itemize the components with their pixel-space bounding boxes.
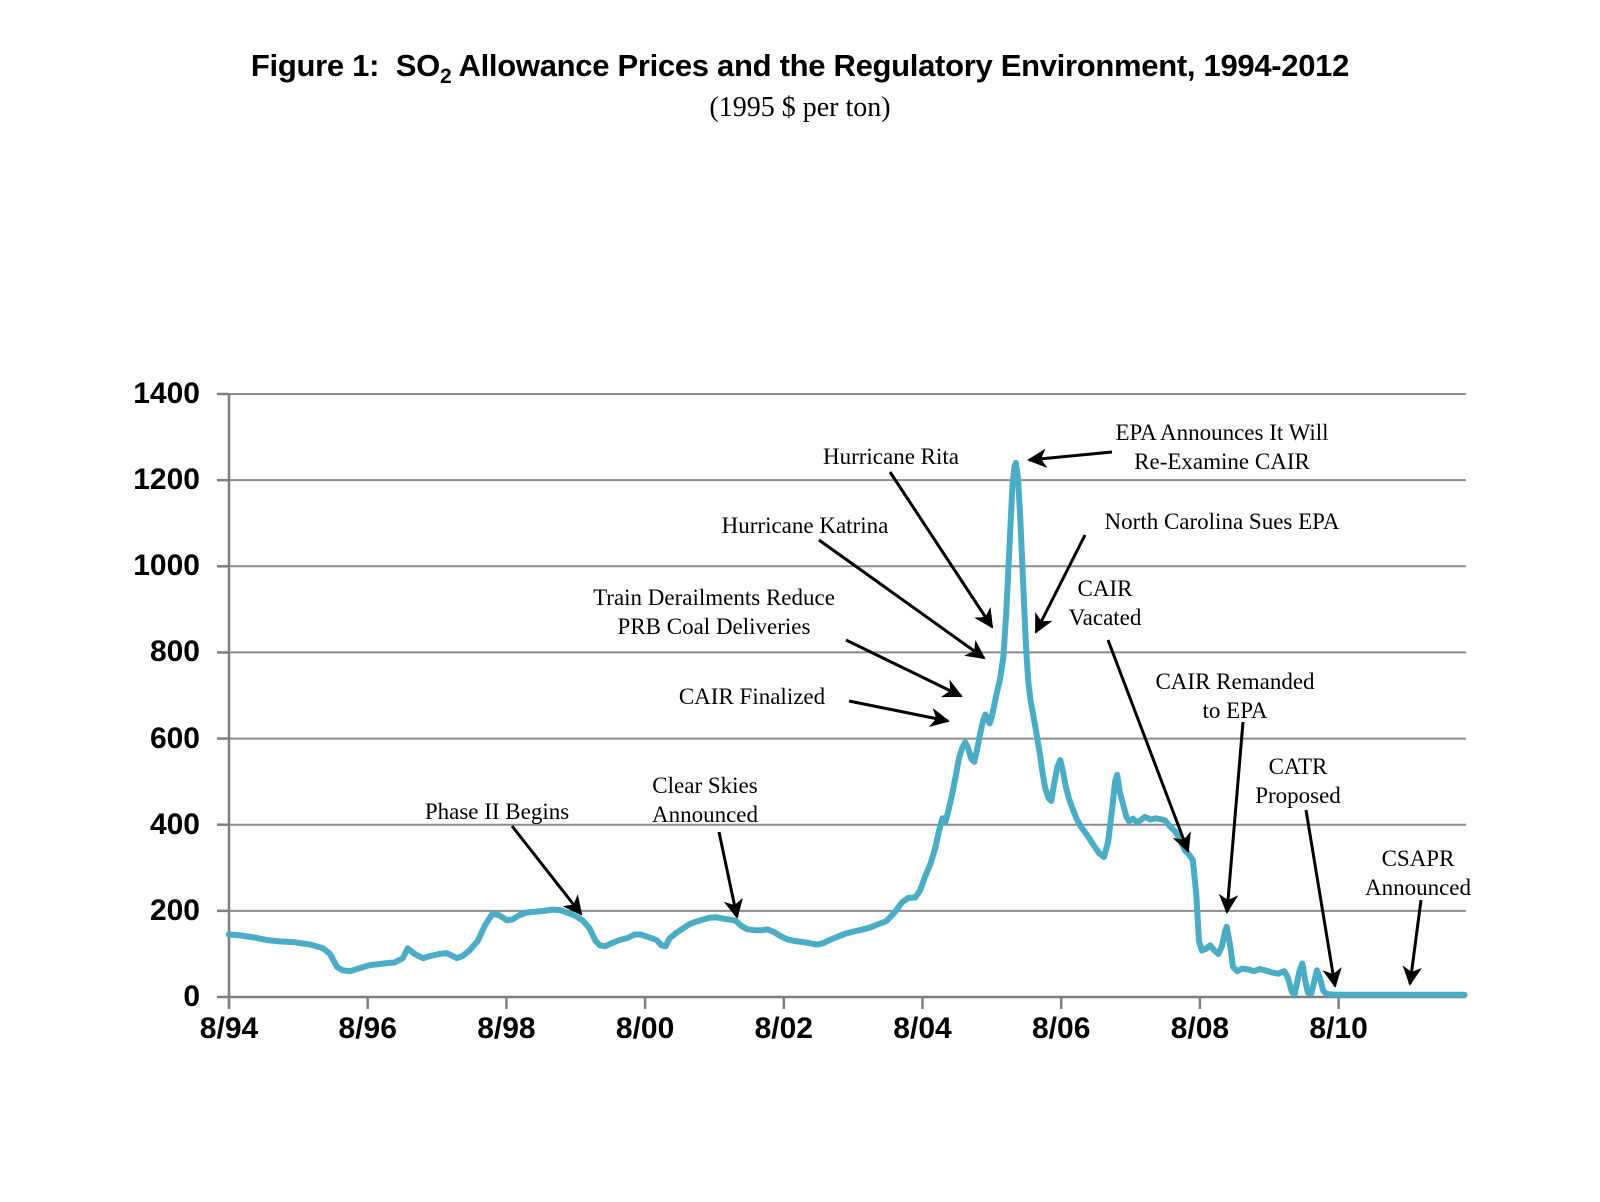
annotation-label-hurricane-katrina: Hurricane Katrina bbox=[721, 513, 889, 538]
x-tick-label-8/06: 8/06 bbox=[1032, 1012, 1091, 1045]
x-tick-label-8/98: 8/98 bbox=[477, 1012, 536, 1045]
y-tick-label-200: 200 bbox=[149, 893, 200, 927]
annotation-label-cair-finalized: CAIR Finalized bbox=[678, 684, 826, 709]
y-tick-label-1000: 1000 bbox=[133, 549, 200, 583]
annotation-arrow-cair-finalized bbox=[848, 699, 950, 728]
annotation-arrow-hurricane-rita bbox=[888, 471, 994, 629]
annotation-label-epa-reexamine-cair: EPA Announces It Will Re-Examine CAIR bbox=[1115, 420, 1329, 474]
annotation-label-phase-2-begins: Phase II Begins bbox=[424, 799, 570, 824]
annotation-label-train-derailments: Train Derailments Reduce PRB Coal Delive… bbox=[593, 585, 835, 639]
annotation-arrow-cair-vacated bbox=[1106, 639, 1191, 853]
annotation-arrow-phase-2-begins bbox=[510, 825, 583, 916]
figure-title-suffix: Allowance Prices and the Regulatory Envi… bbox=[451, 48, 1350, 83]
y-tick-label-1400: 1400 bbox=[133, 377, 200, 410]
figure-subtitle: (1995 $ per ton) bbox=[709, 92, 891, 123]
x-tick-label-8/00: 8/00 bbox=[615, 1012, 675, 1045]
annotation-arrow-catr-proposed bbox=[1304, 809, 1342, 988]
y-tick-label-0: 0 bbox=[183, 980, 200, 1013]
x-tick-label-8/96: 8/96 bbox=[338, 1012, 397, 1045]
annotation-label-csapr-announced: CSAPR Announced bbox=[1364, 846, 1472, 900]
y-tick-label-800: 800 bbox=[149, 635, 200, 669]
y-tick-label-600: 600 bbox=[149, 721, 200, 755]
y-tick-label-1200: 1200 bbox=[133, 463, 200, 497]
annotation-label-clear-skies-announced: Clear Skies Announced bbox=[651, 773, 759, 827]
x-tick-label-8/08: 8/08 bbox=[1170, 1012, 1230, 1045]
price-line bbox=[225, 459, 1468, 998]
annotation-arrow-epa-reexamine-cair bbox=[1027, 448, 1113, 469]
x-tick-label-8/02: 8/02 bbox=[754, 1012, 813, 1045]
figure-title: Figure 1: SO2 Allowance Prices and the R… bbox=[0, 48, 1600, 89]
annotation-arrow-csapr-announced bbox=[1402, 899, 1423, 986]
annotation-label-cair-remanded: CAIR Remanded to EPA bbox=[1155, 669, 1315, 723]
annotation-arrow-train-derailments bbox=[845, 638, 963, 698]
annotation-label-cair-vacated: CAIR Vacated bbox=[1068, 576, 1142, 630]
x-tick-label-8/94: 8/94 bbox=[199, 1012, 259, 1045]
x-tick-label-8/04: 8/04 bbox=[893, 1012, 952, 1045]
figure-title-text: Figure 1: SO bbox=[250, 48, 440, 83]
annotation-label-nc-sues-epa: North Carolina Sues EPA bbox=[1104, 509, 1340, 534]
x-tick-label-8/10: 8/10 bbox=[1309, 1012, 1368, 1045]
annotation-label-catr-proposed: CATR Proposed bbox=[1255, 754, 1341, 808]
annotation-label-hurricane-rita: Hurricane Rita bbox=[822, 444, 960, 469]
so2-subscript: 2 bbox=[439, 65, 452, 89]
annotation-arrow-hurricane-katrina bbox=[818, 538, 986, 660]
annotation-arrow-nc-sues-epa bbox=[1034, 534, 1087, 634]
annotation-arrow-cair-remanded bbox=[1218, 721, 1245, 914]
y-tick-label-400: 400 bbox=[149, 807, 200, 841]
annotation-arrow-clear-skies-announced bbox=[717, 831, 743, 919]
